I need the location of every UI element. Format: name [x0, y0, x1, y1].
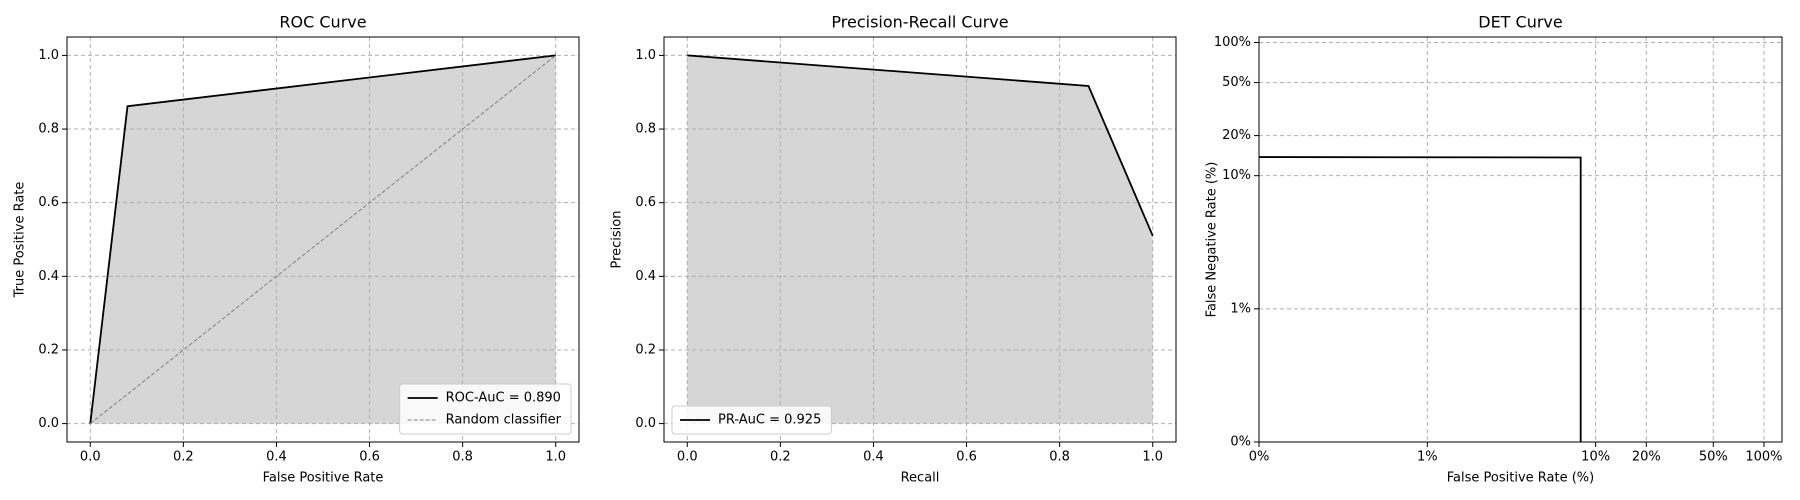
x-tick-label: 0.4 [266, 450, 287, 465]
x-axis-label: Recall [901, 471, 940, 486]
x-axis-label: False Positive Rate [263, 471, 384, 486]
x-tick-label: 0.0 [80, 450, 101, 465]
legend-label: Random classifier [446, 413, 562, 428]
chart-title: Precision-Recall Curve [831, 13, 1008, 32]
legend: ROC-AuC = 0.890 Random classifier [399, 383, 572, 435]
x-tick-label: 0.0 [677, 450, 698, 465]
legend-box [399, 383, 572, 435]
x-tick-label: 0.8 [1049, 450, 1070, 465]
x-tick-label: 0.6 [359, 450, 380, 465]
y-axis-label: Precision [610, 210, 625, 268]
y-tick-label: 0.6 [635, 195, 656, 210]
y-tick-label: 0% [1230, 435, 1251, 450]
x-tick-label: 0.6 [956, 450, 977, 465]
x-tick-label: 1.0 [545, 450, 566, 465]
area-fill [687, 55, 1153, 424]
y-axis-label: True Positive Rate [13, 182, 28, 299]
axes-frame [1258, 36, 1783, 443]
plot-area [1259, 37, 1782, 442]
x-axis-label: False Positive Rate (%) [1447, 471, 1594, 486]
chart-title: ROC Curve [279, 13, 366, 32]
y-tick-label: 0.2 [635, 342, 656, 357]
series-line [687, 54, 1154, 237]
y-tick-label: 1% [1230, 301, 1251, 316]
subplot: 0.0 0.2 0.4 0.6 0.8 1.0 0.0 0.2 0.4 0.6 0.8 1.0 Prec… [610, 13, 1177, 486]
y-tick-label: 20% [1222, 128, 1251, 143]
chart-title: DET Curve [1478, 13, 1563, 32]
x-tick-label: 0% [1249, 450, 1270, 465]
y-tick-label: 0.4 [38, 269, 59, 284]
x-tick-label: 10% [1581, 450, 1610, 465]
y-tick-label: 0.0 [38, 416, 59, 431]
x-tick-label: 0.2 [173, 450, 194, 465]
y-tick-label: 0.0 [635, 416, 656, 431]
legend-box [671, 405, 832, 435]
axes-frame [663, 36, 1177, 443]
axes-frame [66, 36, 580, 443]
y-tick-label: 0.2 [38, 342, 59, 357]
x-tick-label: 100% [1745, 450, 1782, 465]
series-line [89, 54, 556, 424]
y-tick-label: 50% [1222, 75, 1251, 90]
legend-label: PR-AuC = 0.925 [718, 413, 821, 428]
x-tick-label: 0.4 [863, 450, 884, 465]
x-tick-label: 1.0 [1142, 450, 1163, 465]
y-axis-label: False Negative Rate (%) [1205, 162, 1220, 318]
series-line [89, 55, 557, 424]
legend-label: ROC-AuC = 0.890 [446, 391, 561, 406]
series-line [1258, 156, 1582, 442]
x-tick-label: 1% [1417, 450, 1438, 465]
y-tick-label: 1.0 [38, 48, 59, 63]
y-tick-label: 1.0 [635, 48, 656, 63]
y-tick-label: 10% [1222, 168, 1251, 183]
legend: PR-AuC = 0.925 [671, 405, 832, 435]
subplot: 0.0 0.2 0.4 0.6 0.8 1.0 0.0 0.2 0.4 0.6 0.8 1.0 ROC … [13, 13, 580, 486]
x-tick-label: 0.2 [770, 450, 791, 465]
x-tick-label: 20% [1632, 450, 1661, 465]
y-tick-label: 0.6 [38, 195, 59, 210]
x-tick-label: 50% [1699, 450, 1728, 465]
y-tick-label: 100% [1214, 35, 1251, 50]
x-tick-label: 0.8 [452, 450, 473, 465]
y-tick-label: 0.4 [635, 269, 656, 284]
subplot: 0% 1% 10% 20% 50% 100% 0% 1% 10% 20% 50% 100% DET Cu… [1205, 13, 1783, 486]
y-tick-label: 0.8 [38, 122, 59, 137]
y-tick-label: 0.8 [635, 122, 656, 137]
